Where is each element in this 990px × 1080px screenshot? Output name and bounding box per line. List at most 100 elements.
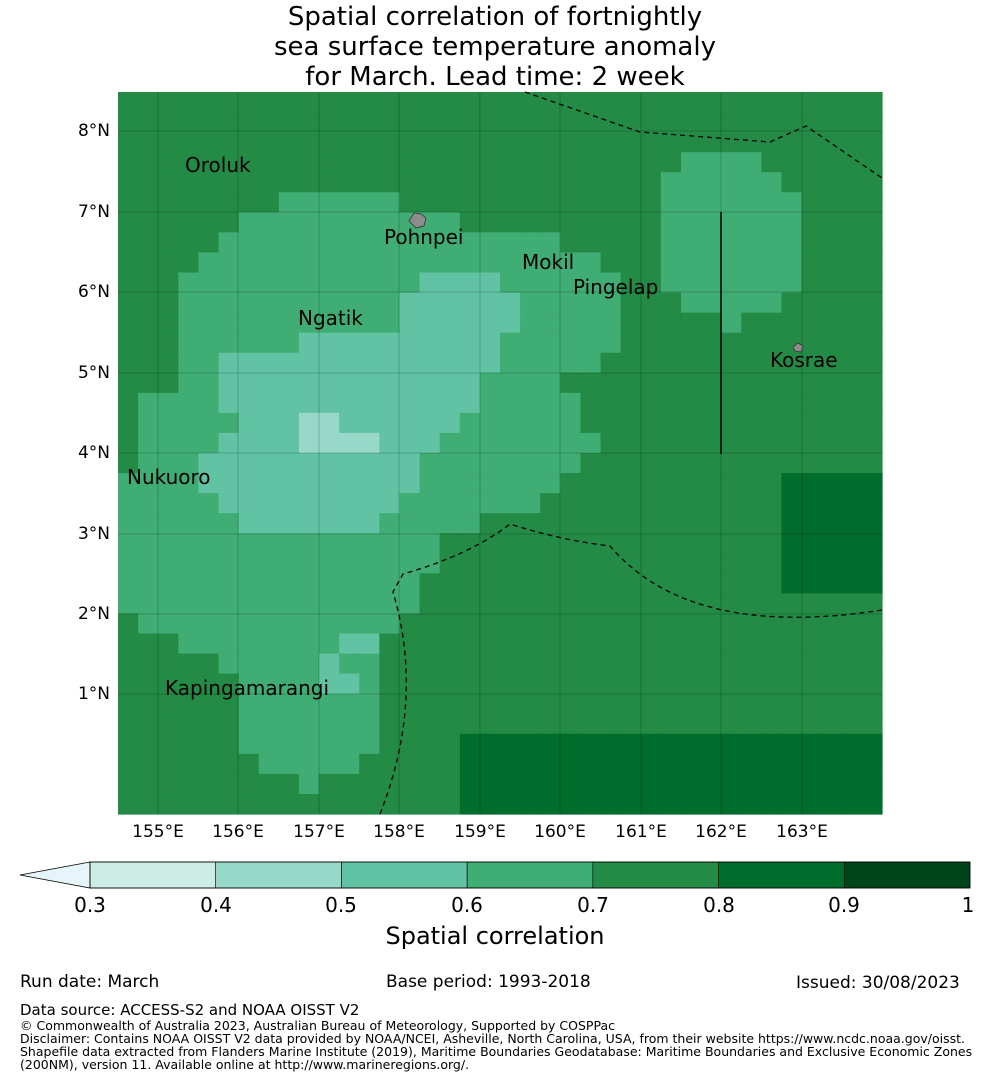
- map-cell: [138, 513, 159, 534]
- map-cell: [781, 793, 803, 815]
- map-cell: [520, 453, 541, 474]
- map-cell: [701, 152, 722, 173]
- map-cell: [339, 292, 360, 314]
- map-cell: [319, 92, 340, 113]
- map-cell: [721, 432, 742, 454]
- map-cell: [540, 493, 561, 514]
- map-cell: [439, 453, 461, 474]
- map-cell: [258, 493, 280, 514]
- disclaimer-line-2: Shapefile data extracted from Flanders M…: [20, 1044, 973, 1059]
- map-cell: [701, 332, 722, 354]
- map-cell: [861, 473, 883, 494]
- map-cell: [198, 172, 220, 193]
- map-cell: [580, 513, 602, 534]
- map-cell: [258, 713, 280, 735]
- map-cell: [158, 733, 179, 755]
- map-cell: [861, 493, 883, 514]
- map-cell: [118, 192, 139, 213]
- map-cell: [721, 453, 742, 474]
- map-cell: [158, 252, 179, 274]
- colorbar-segment: [718, 861, 845, 889]
- map-cell: [359, 573, 380, 594]
- map-cell: [158, 453, 179, 474]
- map-cell: [319, 513, 340, 534]
- map-cell: [861, 693, 883, 715]
- map-cell: [138, 753, 159, 775]
- map-cell: [600, 172, 622, 193]
- map-cell: [660, 112, 682, 133]
- map-cell: [861, 172, 883, 193]
- map-cell: [721, 573, 742, 594]
- map-cell: [459, 392, 481, 414]
- map-cell: [620, 693, 642, 715]
- map-cell: [861, 553, 883, 574]
- map-cell: [520, 172, 541, 193]
- map-cell: [801, 352, 823, 374]
- map-cell: [258, 533, 280, 554]
- map-cell: [841, 212, 863, 233]
- map-cell: [399, 553, 421, 574]
- map-cell: [379, 713, 401, 735]
- map-cell: [861, 653, 883, 675]
- map-cell: [781, 653, 803, 675]
- map-cell: [640, 453, 662, 474]
- map-cell: [118, 693, 139, 715]
- map-cell: [359, 553, 380, 574]
- kosrae-island-shape: [792, 342, 804, 353]
- map-cell: [781, 753, 803, 775]
- map-cell: [138, 392, 159, 414]
- map-cell: [741, 392, 762, 414]
- map-cell: [560, 432, 582, 454]
- colorbar-segment: [341, 861, 468, 889]
- map-cell: [439, 733, 461, 755]
- map-cell: [801, 493, 823, 514]
- map-cell: [821, 192, 843, 213]
- map-cell: [801, 693, 823, 715]
- map-cell: [379, 653, 401, 675]
- map-cell: [238, 212, 260, 233]
- map-cell: [600, 212, 622, 233]
- map-cell: [781, 152, 803, 173]
- map-cell: [821, 473, 843, 494]
- map-cell: [560, 673, 582, 695]
- map-cell: [198, 132, 220, 153]
- map-cell: [821, 112, 843, 133]
- map-cell: [419, 252, 441, 274]
- map-cell: [801, 713, 823, 735]
- map-cell: [580, 553, 602, 574]
- map-cell: [238, 192, 260, 213]
- map-cell: [741, 172, 762, 193]
- map-cell: [701, 232, 722, 254]
- colorbar-segment: [215, 861, 342, 889]
- map-cell: [218, 493, 240, 514]
- map-cell: [721, 473, 742, 494]
- map-cell: [620, 332, 642, 354]
- map-cell: [419, 272, 441, 294]
- map-cell: [861, 573, 883, 594]
- map-cell: [379, 513, 401, 534]
- map-cell: [319, 793, 340, 815]
- map-cell: [218, 473, 240, 494]
- map-cell: [600, 593, 622, 615]
- map-cell: [580, 573, 602, 594]
- map-cell: [640, 252, 662, 274]
- map-cell: [580, 713, 602, 735]
- map-cell: [821, 513, 843, 534]
- map-cell: [198, 733, 220, 755]
- lat-tick: 6°N: [77, 282, 110, 302]
- map-cell: [580, 733, 602, 755]
- map-cell: [419, 693, 441, 715]
- map-cell: [278, 653, 300, 675]
- map-cell: [520, 272, 541, 294]
- map-cell: [439, 212, 461, 233]
- map-cell: [620, 533, 642, 554]
- map-cell: [560, 292, 582, 314]
- map-cell: [821, 753, 843, 775]
- map-cell: [238, 372, 260, 394]
- map-cell: [761, 192, 783, 213]
- map-cell: [339, 432, 360, 454]
- map-cell: [118, 593, 139, 615]
- map-cell: [520, 332, 541, 354]
- map-cell: [620, 212, 642, 233]
- map-cell: [278, 673, 300, 695]
